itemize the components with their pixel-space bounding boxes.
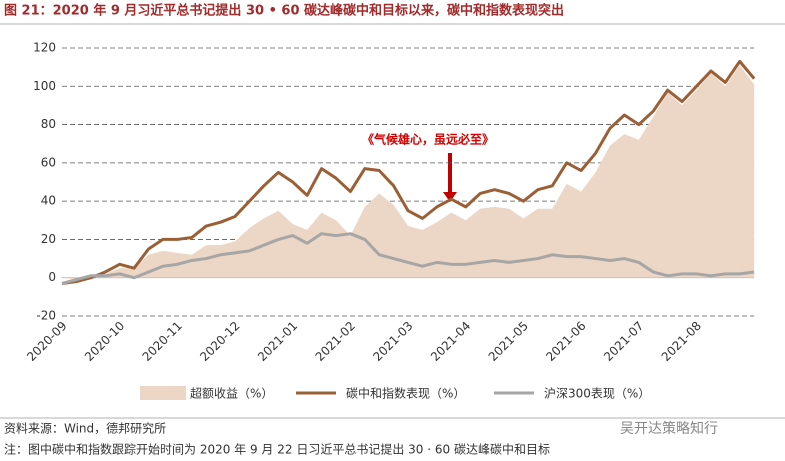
x-tick-label: 2020-10 (82, 319, 127, 364)
area (62, 65, 755, 280)
legend-label: 碳中和指数表现（%） (346, 386, 465, 401)
x-tick-label: 2021-03 (370, 319, 415, 364)
line (61, 232, 755, 285)
y-tick-label: -20 (36, 309, 56, 323)
x-tick-label: 2021-06 (543, 319, 588, 364)
x-tick-label: 2021-04 (428, 319, 473, 364)
y-tick-label: 100 (33, 79, 56, 93)
x-tick-label: 2020-11 (140, 319, 185, 364)
source: 资料来源：Wind，德邦研究所 (4, 421, 166, 436)
line (61, 59, 756, 285)
x-tick-label: 2021-02 (313, 319, 358, 364)
legend-swatch (140, 386, 186, 400)
x-tick-label: 2020-09 (24, 319, 69, 364)
x-tick-label: 2021-01 (255, 319, 300, 364)
x-tick-label: 2021-05 (486, 319, 531, 364)
watermark: 吴开达策略知行 (620, 420, 718, 437)
y-tick-label: 20 (41, 232, 56, 246)
annotation: 《气候雄心，虽远必至》 (362, 132, 494, 147)
y-tick-label: 0 (48, 270, 56, 284)
x-tick-label: 2020-12 (197, 319, 242, 364)
annotation-arrowhead (443, 192, 457, 202)
y-tick-label: 60 (41, 155, 56, 169)
legend-label: 沪深300表现（%） (544, 387, 650, 401)
y-tick-label: 120 (33, 41, 56, 55)
legend-label: 超额收益（%） (190, 386, 273, 401)
chart-title: 图 21：2020 年 9 月习近平总书记提出 30 • 60 碳达峰碳中和目标… (4, 3, 564, 19)
x-tick-label: 2021-08 (659, 319, 704, 364)
y-tick-label: 40 (41, 194, 56, 208)
note: 注：图中碳中和指数跟踪开始时间为 2020 年 9 月 22 日习近平总书记提出… (4, 442, 550, 457)
y-tick-label: 80 (41, 117, 56, 131)
x-tick-label: 2021-07 (601, 319, 646, 364)
